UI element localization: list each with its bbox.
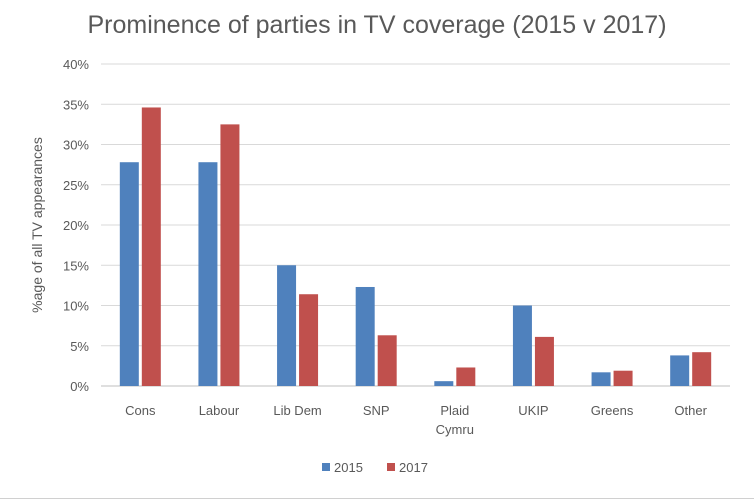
- legend-label: 2017: [399, 460, 428, 475]
- gridlines: [101, 63, 730, 387]
- x-tick-label: Other: [674, 403, 707, 418]
- bar-2017: [534, 336, 554, 386]
- x-tick-label: Plaid Cymru: [436, 403, 474, 437]
- bar-2015: [512, 305, 532, 386]
- chart-title: Prominence of parties in TV coverage (20…: [87, 11, 666, 39]
- y-tick-label: 30%: [63, 138, 89, 153]
- bar-2015: [591, 372, 611, 386]
- bar-2017: [456, 367, 476, 386]
- x-tick-label: Cons: [125, 403, 156, 418]
- y-tick-label: 35%: [63, 97, 89, 112]
- bar-2015: [119, 162, 139, 386]
- y-axis-ticks: 0% 5% 10% 15% 20% 25% 30% 35% 40%: [63, 57, 89, 394]
- x-tick-label: Greens: [591, 403, 634, 418]
- bar-2017: [141, 107, 161, 386]
- bar-2015: [355, 286, 375, 386]
- bar-2015: [670, 355, 690, 386]
- y-tick-label: 20%: [63, 218, 89, 233]
- legend-label: 2015: [334, 460, 363, 475]
- bars: [119, 107, 712, 386]
- y-tick-label: 10%: [63, 299, 89, 314]
- y-tick-label: 40%: [63, 57, 89, 72]
- y-tick-label: 5%: [70, 339, 89, 354]
- bar-2017: [299, 294, 319, 386]
- legend: 2015 2017: [322, 460, 428, 475]
- legend-swatch-2017: [387, 463, 395, 471]
- legend-swatch-2015: [322, 463, 330, 471]
- y-tick-label: 0%: [70, 379, 89, 394]
- bar-2015: [198, 162, 218, 386]
- bar-2015: [434, 381, 454, 386]
- bar-2015: [277, 265, 297, 386]
- bar-2017: [692, 352, 712, 386]
- x-tick-label: Lib Dem: [273, 403, 321, 418]
- bottom-divider: [0, 498, 754, 499]
- x-tick-label: SNP: [363, 403, 390, 418]
- x-tick-label: UKIP: [518, 403, 548, 418]
- bar-2017: [220, 124, 240, 386]
- y-tick-label: 25%: [63, 178, 89, 193]
- bar-2017: [377, 335, 397, 386]
- x-axis-ticks: Cons Labour Lib Dem SNP Plaid Cymru UKIP Greens…: [125, 403, 707, 437]
- y-axis-title: %age of all TV appearances: [29, 137, 45, 313]
- x-tick-label: Labour: [199, 403, 240, 418]
- bar-2017: [613, 370, 633, 386]
- y-tick-label: 15%: [63, 258, 89, 273]
